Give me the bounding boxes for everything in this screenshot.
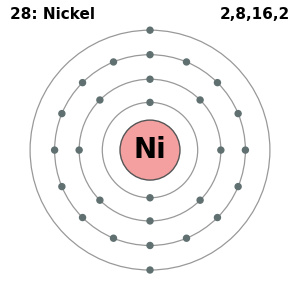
- Circle shape: [59, 111, 65, 117]
- Circle shape: [147, 99, 153, 105]
- Circle shape: [76, 147, 82, 153]
- Circle shape: [197, 97, 203, 103]
- Circle shape: [147, 218, 153, 224]
- Circle shape: [214, 215, 220, 220]
- Circle shape: [80, 80, 85, 86]
- Circle shape: [120, 120, 180, 180]
- Circle shape: [110, 59, 116, 65]
- Circle shape: [147, 52, 153, 58]
- Circle shape: [59, 184, 65, 190]
- Circle shape: [110, 235, 116, 241]
- Text: 28: Nickel: 28: Nickel: [10, 7, 94, 22]
- Circle shape: [197, 197, 203, 203]
- Circle shape: [147, 267, 153, 273]
- Circle shape: [214, 80, 220, 86]
- Text: 2,8,16,2: 2,8,16,2: [220, 7, 290, 22]
- Circle shape: [235, 111, 241, 117]
- Circle shape: [147, 27, 153, 33]
- Circle shape: [147, 242, 153, 248]
- Circle shape: [97, 97, 103, 103]
- Text: Ni: Ni: [134, 136, 166, 164]
- Circle shape: [218, 147, 224, 153]
- Circle shape: [147, 195, 153, 201]
- Circle shape: [52, 147, 58, 153]
- Circle shape: [97, 197, 103, 203]
- Circle shape: [184, 59, 190, 65]
- Circle shape: [147, 76, 153, 82]
- Circle shape: [184, 235, 190, 241]
- Circle shape: [235, 184, 241, 190]
- Circle shape: [80, 215, 85, 220]
- Circle shape: [242, 147, 248, 153]
